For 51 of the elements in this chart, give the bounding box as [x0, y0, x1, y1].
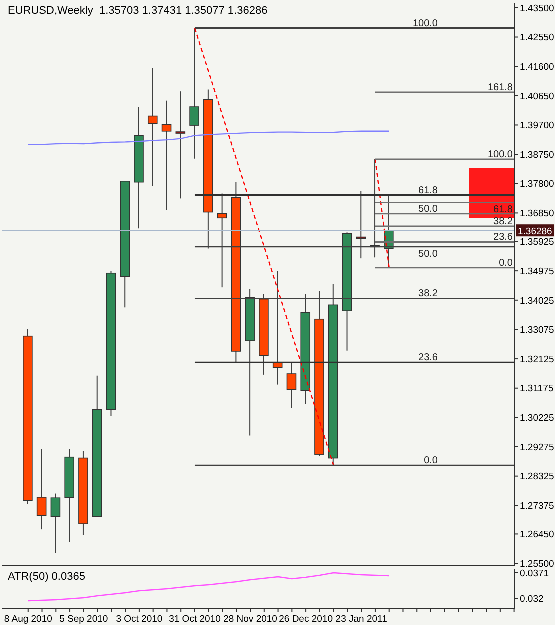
- y-tick-label: 1.42550: [520, 32, 554, 44]
- x-tick-label: 26 Dec 2010: [279, 614, 333, 625]
- x-tick-label: 23 Jan 2011: [336, 614, 388, 625]
- y-tick-label: 1.25500: [520, 558, 554, 570]
- y-tick-label: 1.31175: [520, 384, 554, 395]
- annotation: 100.0: [412, 18, 438, 30]
- annotation: 61.8: [494, 204, 514, 216]
- y-tick-label: 0.0371: [520, 568, 550, 580]
- chart-title: ATR(50) 0.0365: [8, 571, 86, 583]
- candlestick: [162, 100, 172, 211]
- annotation: 0.0: [424, 456, 438, 467]
- ref-line-label: 1.36286: [518, 226, 552, 238]
- x-tick-label: 31 Oct 2010: [169, 614, 221, 625]
- x-tick-label: 8 Aug 2010: [4, 614, 52, 625]
- y-tick-label: 1.28325: [520, 472, 554, 483]
- annotation: 61.8: [418, 185, 438, 196]
- y-tick-label: 1.29275: [520, 442, 554, 454]
- y-tick-label: 1.39700: [520, 120, 554, 132]
- x-tick-label: 5 Sep 2010: [60, 614, 108, 625]
- y-tick-label: 1.40650: [520, 91, 554, 102]
- y-tick-label: 1.38750: [520, 150, 554, 161]
- x-tick-label: 28 Nov 2010: [224, 614, 278, 625]
- annotation: 0.0: [499, 258, 514, 269]
- y-tick-label: 1.34975: [520, 266, 554, 278]
- annotation: 23.6: [418, 352, 438, 364]
- candlestick: [36, 448, 47, 530]
- y-tick-label: 1.36850: [520, 208, 554, 220]
- y-tick-label: 0.032: [520, 594, 544, 605]
- annotation: 50.0: [418, 248, 438, 260]
- y-tick-label: 1.30225: [520, 413, 554, 424]
- line-series: [28, 130, 390, 146]
- y-tick-label: 1.33075: [520, 325, 554, 336]
- candlestick: [50, 493, 61, 554]
- y-tick-label: 1.43500: [520, 3, 554, 14]
- chart-title: EURUSD,Weekly 1.35703 1.37431 1.35077 1.36286: [8, 5, 268, 17]
- y-tick-label: 1.27375: [520, 501, 554, 512]
- annotation: 38.2: [494, 216, 514, 228]
- y-tick-label: 1.37800: [520, 179, 554, 190]
- y-tick-label: 1.26450: [520, 530, 554, 541]
- candlestick: [148, 68, 158, 187]
- annotation: 161.8: [488, 82, 514, 94]
- annotation: 100.0: [488, 149, 514, 160]
- y-tick-label: 1.35925: [520, 237, 554, 248]
- y-tick-label: 1.41600: [520, 62, 554, 73]
- y-tick-label: 1.32125: [520, 354, 554, 366]
- y-tick-label: 1.34025: [520, 296, 554, 307]
- annotation: 38.2: [418, 288, 438, 300]
- annotation: 50.0: [418, 204, 438, 215]
- candlestick: [176, 91, 186, 200]
- annotation: 23.6: [494, 232, 514, 244]
- x-tick-label: 3 Oct 2010: [116, 614, 163, 625]
